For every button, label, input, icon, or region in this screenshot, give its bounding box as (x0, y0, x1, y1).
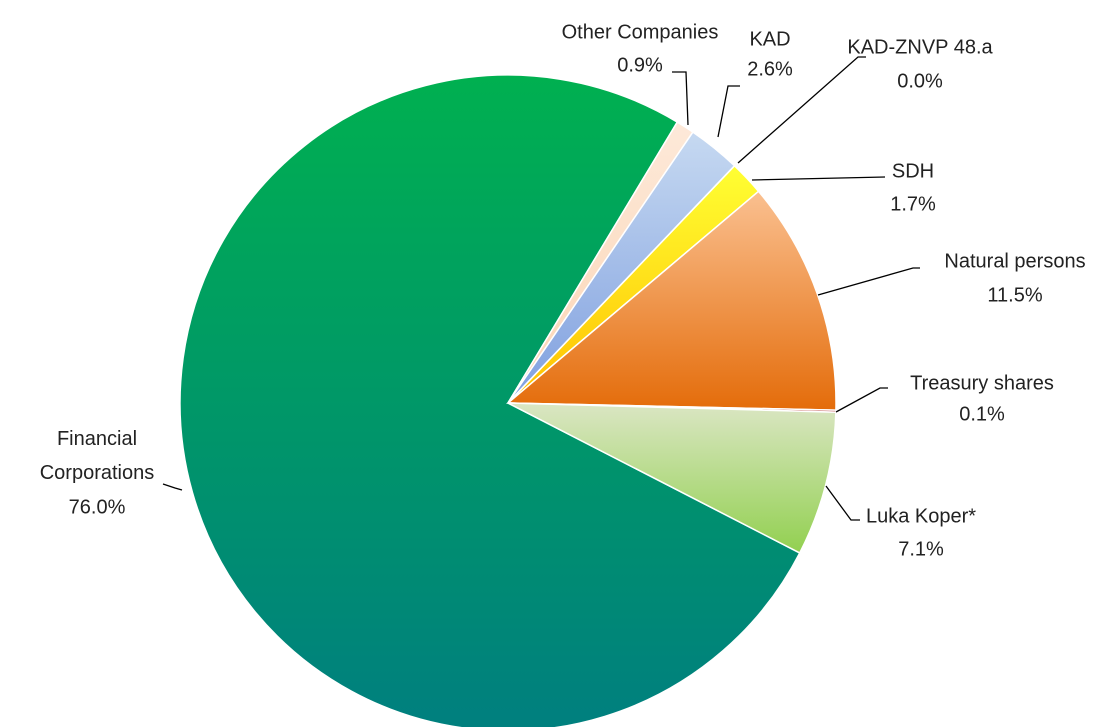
pie-slice (179, 74, 801, 727)
leader-line (751, 176, 886, 181)
leader-line (672, 71, 689, 126)
category-label: SDH (892, 160, 934, 182)
pie-slice (507, 402, 837, 554)
category-label: Natural persons (944, 250, 1085, 272)
data-label: 7.1% (898, 538, 944, 560)
data-label: 11.5% (987, 284, 1042, 306)
category-label: KAD (749, 28, 790, 50)
data-label: 1.7% (890, 193, 936, 215)
leader-line (717, 85, 740, 138)
data-label: 76.0% (69, 496, 126, 518)
data-label: 0.9% (617, 54, 663, 76)
category-label: Other Companies (562, 21, 719, 43)
data-label: 2.6% (747, 58, 793, 80)
category-label: Financial Corporations (40, 428, 155, 484)
leader-line (737, 56, 866, 164)
data-label: 0.1% (959, 403, 1005, 425)
pie-slice (506, 190, 837, 411)
leader-line (835, 387, 888, 413)
leader-line (162, 483, 183, 491)
category-label: KAD-ZNVP 48.a (847, 36, 993, 58)
category-label: Luka Koper* (866, 505, 976, 527)
leader-line (825, 485, 860, 521)
data-label: 0.0% (897, 70, 943, 92)
leader-line (817, 267, 920, 296)
category-label: Treasury shares (910, 372, 1054, 394)
